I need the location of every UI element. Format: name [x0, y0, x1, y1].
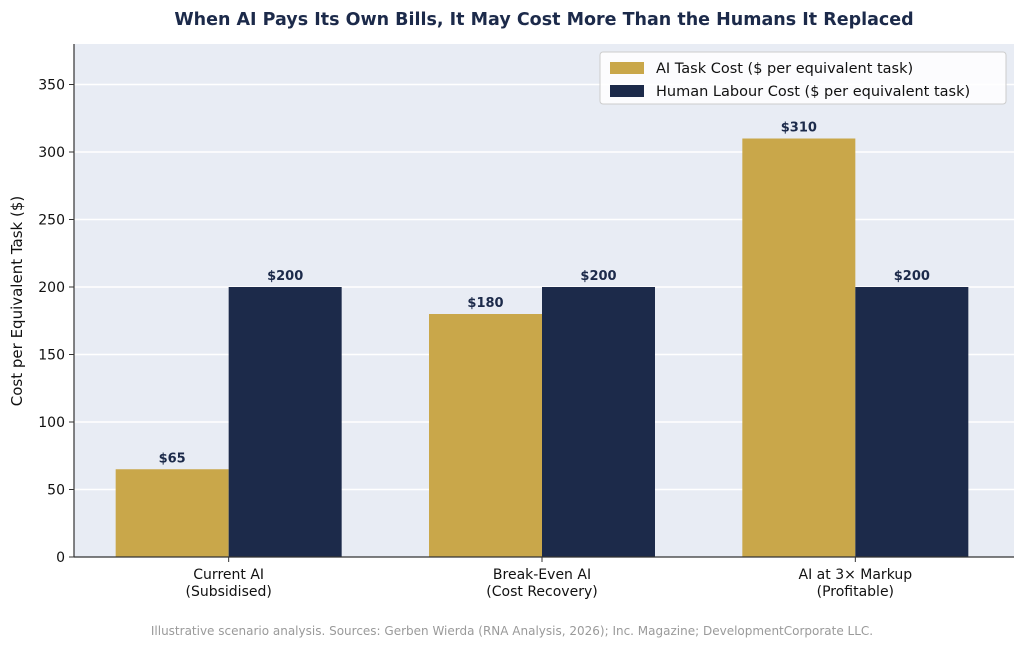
x-tick-label: Current AI — [193, 567, 264, 583]
x-tick-labels: Current AI(Subsidised) Break-Even AI(Cost… — [186, 567, 913, 600]
y-tick-label: 350 — [38, 78, 65, 94]
bar-value-label: $310 — [781, 121, 817, 136]
legend-label: Human Labour Cost ($ per equivalent task… — [656, 84, 970, 100]
bar-value-label: $65 — [159, 451, 186, 466]
legend-box — [599, 51, 1007, 105]
y-tick-label: 50 — [47, 483, 65, 499]
y-tick-label: 300 — [38, 145, 65, 161]
x-tick-label: (Profitable) — [817, 584, 894, 600]
x-tick-label: (Subsidised) — [186, 584, 272, 600]
legend: AI Task Cost ($ per equivalent task) Huma… — [599, 51, 1007, 105]
legend-swatch — [610, 85, 644, 97]
bar-value-label: $200 — [580, 269, 616, 284]
data-labels: $65 $200 $180 $200 $310 $200 — [159, 121, 930, 467]
axes — [69, 44, 1014, 562]
x-tick-label: Break-Even AI — [493, 567, 591, 583]
chart-title: When AI Pays Its Own Bills, It May Cost … — [174, 10, 913, 30]
y-tick-label: 250 — [38, 213, 65, 229]
y-tick-label: 200 — [38, 280, 65, 296]
y-tick-label: 100 — [38, 415, 65, 431]
bar-value-label: $180 — [467, 296, 503, 311]
bar-value-label: $200 — [267, 269, 303, 284]
bar-human-labour-cost — [228, 287, 342, 557]
bars — [115, 138, 969, 557]
bar-ai-task-cost — [429, 314, 542, 557]
bar-ai-task-cost — [115, 469, 229, 557]
bar-ai-task-cost — [742, 138, 856, 557]
legend-label: AI Task Cost ($ per equivalent task) — [656, 61, 913, 77]
bar-value-label: $200 — [894, 269, 930, 284]
y-tick-label: 150 — [38, 348, 65, 364]
y-tick-labels: 0 50 100 150 200 250 300 350 — [38, 78, 65, 567]
bar-human-labour-cost — [855, 287, 969, 557]
x-tick-label: AI at 3× Markup — [799, 567, 913, 583]
legend-swatch — [610, 62, 644, 74]
y-axis-label: Cost per Equivalent Task ($) — [8, 196, 26, 406]
x-tick-label: (Cost Recovery) — [486, 584, 597, 600]
y-tick-label: 0 — [56, 550, 65, 566]
source-footnote: Illustrative scenario analysis. Sources:… — [151, 624, 873, 638]
bar-human-labour-cost — [542, 287, 655, 557]
